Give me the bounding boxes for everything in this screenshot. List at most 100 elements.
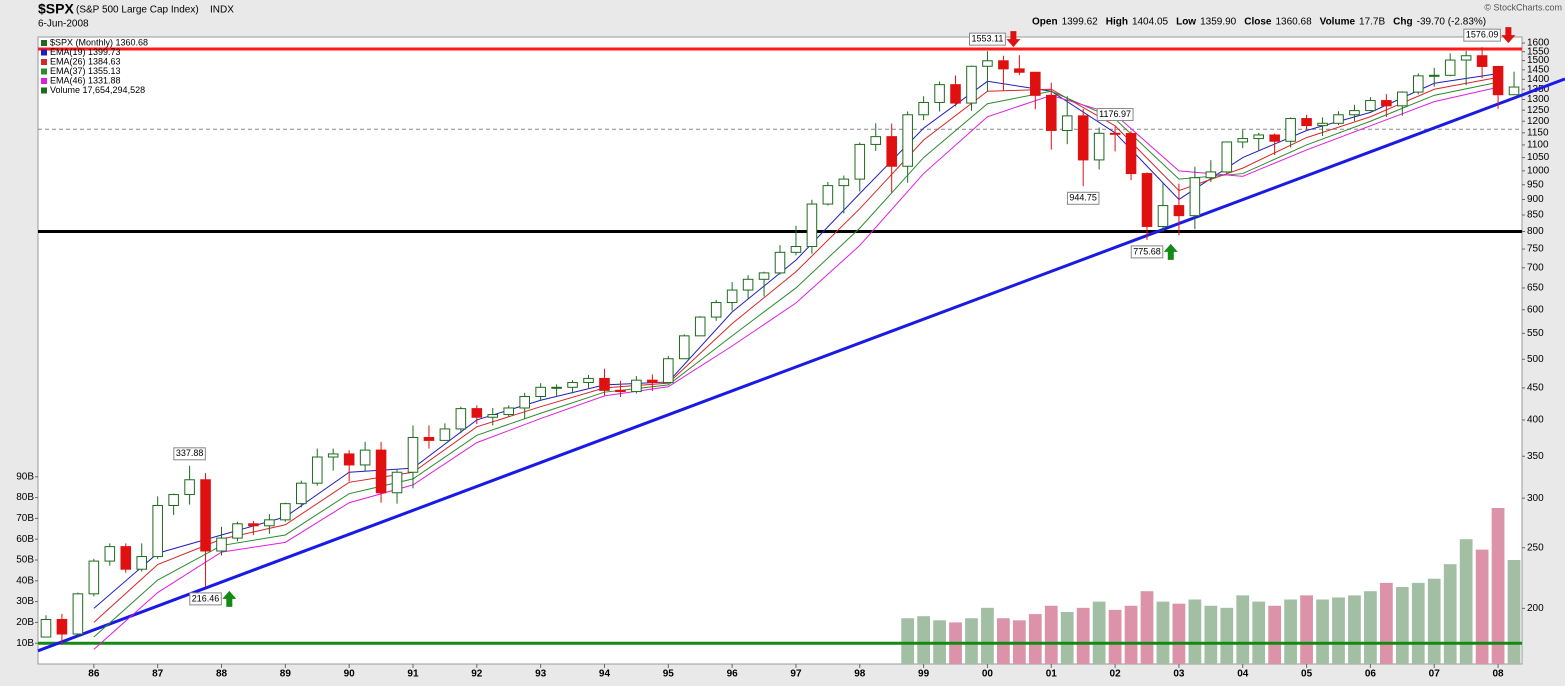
candle-body xyxy=(758,272,770,280)
annotation: 1176.97 xyxy=(1099,109,1131,119)
x-tick-label: 95 xyxy=(663,669,675,680)
candle-body xyxy=(1077,115,1089,161)
candle-body xyxy=(72,593,84,635)
annotation-box xyxy=(1066,191,1100,205)
candle-body xyxy=(1428,74,1440,77)
volume-bar xyxy=(1156,601,1170,664)
candle-body xyxy=(1317,122,1328,127)
volume-tick-label: 50B xyxy=(16,555,34,566)
quote-label: Volume xyxy=(1320,17,1356,28)
candle-body xyxy=(1365,100,1376,112)
y-tick-label: 1600 xyxy=(1527,38,1550,49)
candle-body xyxy=(663,358,674,384)
candle-body xyxy=(1476,55,1488,67)
quote: Open 1399.62 High 1404.05 Low 1359.90 Close 136… xyxy=(1032,17,1486,28)
x-tick-label: 05 xyxy=(1301,669,1313,680)
candle-body xyxy=(88,560,100,595)
quote-value: 1399.62 xyxy=(1062,17,1099,28)
exchange: INDX xyxy=(210,5,234,16)
candle-body xyxy=(1045,94,1057,131)
y-tick-label: 1250 xyxy=(1527,105,1550,116)
volume-bar xyxy=(901,618,915,664)
volume-bar xyxy=(997,618,1010,664)
candle-body xyxy=(870,136,882,145)
legend-swatch xyxy=(41,49,47,56)
volume-tick-label: 80B xyxy=(16,492,34,503)
volume-bar xyxy=(1124,605,1138,664)
x-tick-label: 06 xyxy=(1365,669,1377,680)
candle-body xyxy=(710,302,722,318)
candle-body xyxy=(1412,75,1424,93)
annotation: 1576.09 xyxy=(1466,30,1499,40)
y-tick-label: 800 xyxy=(1527,226,1544,237)
candle-body xyxy=(455,408,467,430)
volume-bar xyxy=(1364,591,1377,664)
x-tick-label: 01 xyxy=(1046,669,1058,680)
x-tick-label: 92 xyxy=(471,669,483,680)
candle-body xyxy=(232,523,243,539)
candle-body xyxy=(822,185,834,205)
y-tick-label: 1450 xyxy=(1527,64,1550,75)
x-tick-label: 87 xyxy=(152,669,164,680)
candle-body xyxy=(152,504,163,558)
legend-entry: EMA(37) 1355.13 xyxy=(50,66,121,76)
y-tick-label: 1050 xyxy=(1527,152,1550,163)
volume-tick-label: 60B xyxy=(16,534,34,545)
x-tick-label: 97 xyxy=(790,669,802,680)
candle-body xyxy=(487,414,499,418)
x-tick-label: 94 xyxy=(599,669,611,680)
volume-bar xyxy=(1300,595,1313,664)
candle-body xyxy=(1109,132,1121,135)
legend-swatch xyxy=(41,87,47,94)
volume-tick-label: 90B xyxy=(16,471,34,482)
y-tick-label: 500 xyxy=(1527,354,1544,365)
legend-swatch xyxy=(41,68,47,75)
candle-body xyxy=(136,556,148,570)
y-tick-label: 1000 xyxy=(1527,165,1550,176)
annotation: 1553.11 xyxy=(972,34,1004,44)
candle-body xyxy=(280,503,291,521)
volume-bar xyxy=(1172,603,1186,664)
volume-bar xyxy=(1395,587,1409,664)
candle-body xyxy=(200,479,211,552)
x-tick-label: 04 xyxy=(1237,669,1249,680)
quote-value: 1359.90 xyxy=(1200,17,1237,28)
annotation-box xyxy=(173,447,206,461)
volume-bar xyxy=(1092,601,1106,664)
volume-bar xyxy=(1236,595,1250,664)
volume-bar xyxy=(1332,597,1345,664)
legend-entry: EMA(26) 1384.63 xyxy=(50,56,121,66)
candle-body xyxy=(615,389,626,393)
annotation-box xyxy=(189,592,222,606)
candle-body xyxy=(1508,86,1520,96)
volume-bar xyxy=(1475,549,1489,664)
annotation-box xyxy=(1463,28,1501,42)
y-tick-label: 300 xyxy=(1527,493,1544,504)
volume-tick-label: 70B xyxy=(16,513,34,524)
candle-body xyxy=(296,482,307,505)
candle-body xyxy=(503,407,515,416)
candle-body xyxy=(998,60,1009,70)
annotation-box xyxy=(1096,108,1134,122)
arrow xyxy=(1006,31,1021,48)
annotation: 216.46 xyxy=(192,593,220,603)
candle-body xyxy=(1237,138,1249,143)
candle-body xyxy=(982,60,993,67)
quote-label: Low xyxy=(1176,17,1196,28)
quote-label: High xyxy=(1106,17,1128,28)
candle-body xyxy=(647,379,658,384)
arrow xyxy=(1501,27,1516,44)
candle-body xyxy=(742,278,754,291)
candle-body xyxy=(1189,177,1201,217)
x-tick-label: 86 xyxy=(88,669,100,680)
volume-bar xyxy=(1076,607,1090,664)
candle-body xyxy=(184,479,195,496)
y-tick-label: 1400 xyxy=(1527,74,1550,85)
x-tick-label: 89 xyxy=(280,669,292,680)
x-tick-label: 90 xyxy=(344,669,356,680)
arrow xyxy=(1163,243,1178,260)
legend-entry: EMA(46) 1331.88 xyxy=(50,75,121,85)
candle-body xyxy=(535,386,546,398)
candle-body xyxy=(471,408,483,418)
